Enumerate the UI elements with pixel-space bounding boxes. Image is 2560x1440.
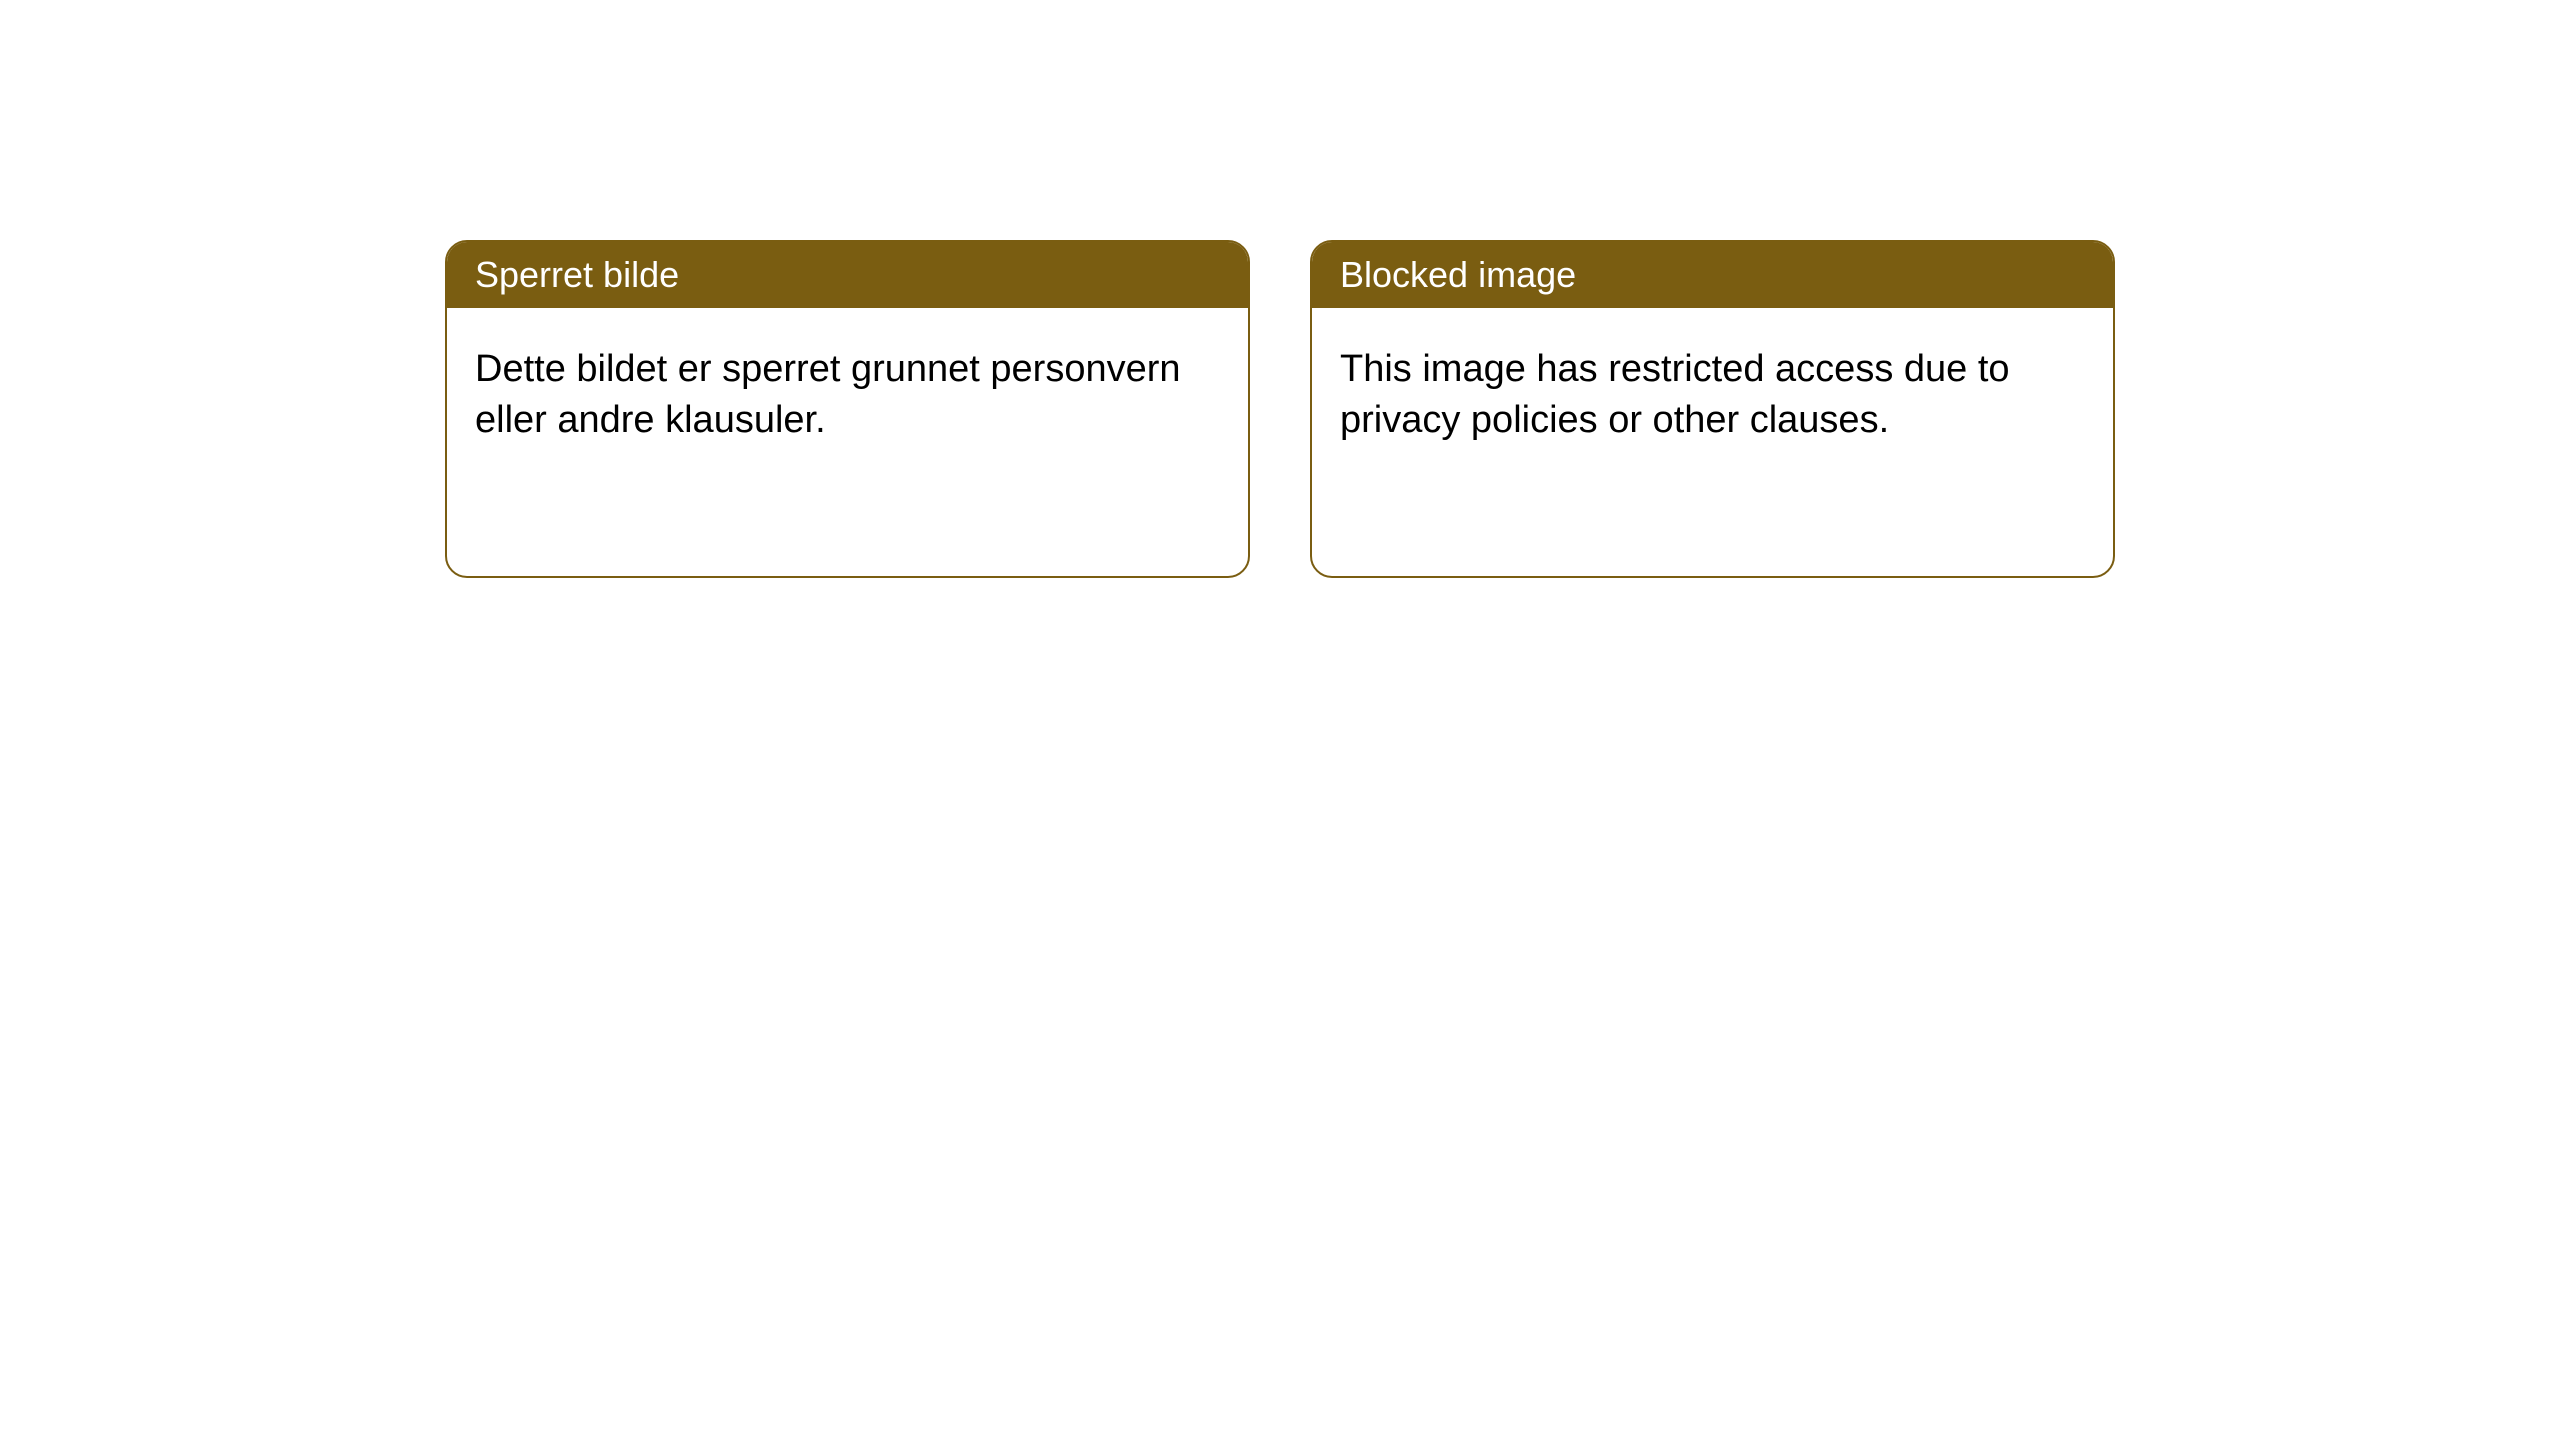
card-title: Sperret bilde — [475, 254, 679, 295]
card-header: Sperret bilde — [447, 242, 1248, 308]
notice-card-no: Sperret bilde Dette bildet er sperret gr… — [445, 240, 1250, 578]
notice-card-en: Blocked image This image has restricted … — [1310, 240, 2115, 578]
card-header: Blocked image — [1312, 242, 2113, 308]
notice-container: Sperret bilde Dette bildet er sperret gr… — [0, 0, 2560, 578]
card-title: Blocked image — [1340, 254, 1576, 295]
card-body-text: Dette bildet er sperret grunnet personve… — [475, 348, 1181, 441]
card-body: This image has restricted access due to … — [1312, 308, 2113, 483]
card-body: Dette bildet er sperret grunnet personve… — [447, 308, 1248, 483]
card-body-text: This image has restricted access due to … — [1340, 348, 2010, 441]
